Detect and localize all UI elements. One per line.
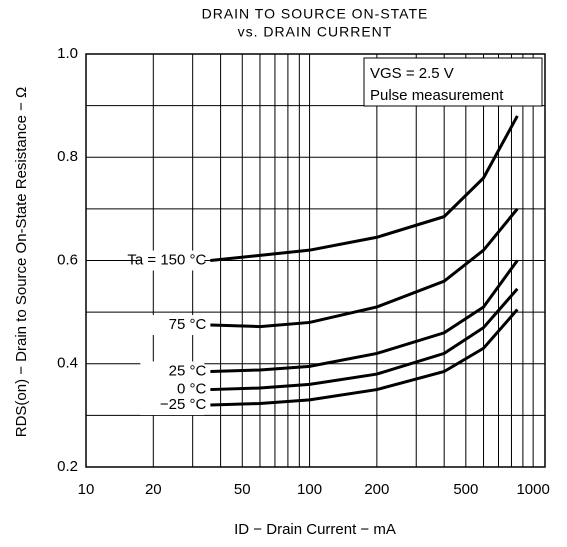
y-tick-label: 1.0 [57,45,78,62]
series-line [210,308,519,407]
annotation: VGS = 2.5 V [370,65,454,82]
series-label: −25 °C [160,396,207,413]
y-axis-label: RDS(on) − Drain to Source On-State Resis… [13,87,30,438]
y-tick-label: 0.2 [57,458,78,475]
label-bg [140,395,205,416]
chart-title: DRAIN TO SOURCE ON-STATE [202,6,429,22]
y-tick-label: 0.4 [57,355,78,372]
series-line [210,115,519,262]
x-axis-label: ID − Drain Current − mA [234,521,396,538]
series-line [210,207,519,329]
x-tick-label: 50 [234,481,251,498]
x-tick-label: 200 [364,481,389,498]
series-label: Ta = 150 °C [127,251,206,268]
label-bg [140,250,205,271]
annotation-box [363,57,543,107]
x-tick-label: 1000 [516,481,549,498]
x-tick-label: 20 [145,481,162,498]
chart-title: vs. DRAIN CURRENT [238,24,393,40]
series-line [210,259,519,373]
series-label: 0 °C [177,381,207,398]
annotation: Pulse measurement [370,87,504,104]
series-label: 25 °C [169,362,207,379]
x-tick-label: 500 [453,481,478,498]
x-tick-label: 100 [297,481,322,498]
x-tick-label: 10 [78,481,95,498]
y-tick-label: 0.8 [57,148,78,165]
y-tick-label: 0.6 [57,251,78,268]
series-line [210,287,519,392]
label-bg [140,315,205,336]
series-label: 75 °C [169,316,207,333]
label-bg [140,379,205,400]
label-bg [140,361,205,382]
